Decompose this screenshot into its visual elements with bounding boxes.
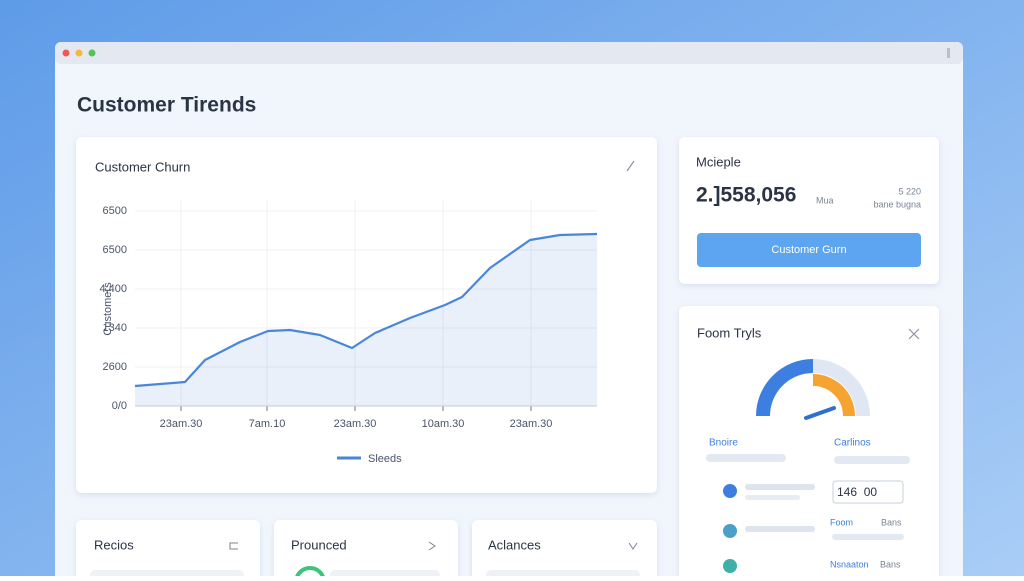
- scroll-handle: [947, 48, 950, 58]
- bottom-card: [76, 520, 260, 581]
- card-icon[interactable]: [428, 541, 436, 551]
- chart-card: [76, 137, 657, 493]
- x-tick-label: 10am.30: [422, 418, 465, 430]
- summary-title: Mcieple: [696, 154, 741, 169]
- bottom-card: [472, 520, 657, 581]
- y-tick-label: 4,400: [99, 283, 127, 295]
- row-label: Bans: [881, 517, 902, 527]
- bottom-card-title: Prounced: [291, 537, 347, 552]
- avatar: [723, 524, 737, 538]
- gauge-arc: [812, 374, 855, 417]
- legend-label: Sleeds: [368, 453, 402, 465]
- card-icon[interactable]: [628, 542, 638, 550]
- button-label[interactable]: Customer Gurn: [771, 244, 846, 256]
- text-input[interactable]: [832, 480, 904, 504]
- placeholder: [745, 484, 815, 490]
- page-title: Customer Tirends: [77, 94, 256, 117]
- placeholder: [90, 570, 244, 580]
- y-tick-label: 6500: [103, 205, 127, 217]
- bottom-card-title: Recios: [94, 537, 134, 552]
- placeholder: [745, 495, 800, 500]
- y-tick-label: 0/0: [112, 400, 127, 412]
- panel-label: Carlinos: [834, 438, 871, 449]
- title-bar: [55, 42, 963, 64]
- minimize-dot[interactable]: [75, 49, 83, 57]
- bottom-card-title: Aclances: [488, 537, 541, 552]
- y-tick-label: 2600: [103, 361, 127, 373]
- row-label: Nsnaaton: [830, 559, 869, 569]
- edit-icon[interactable]: [626, 160, 635, 172]
- close-dot[interactable]: [62, 49, 70, 57]
- card-title: Customer Churn: [95, 159, 190, 174]
- summary-value: 2.]558,056: [696, 184, 796, 207]
- panel-title: Foom Tryls: [697, 325, 762, 340]
- y-tick-label: 1340: [103, 322, 127, 334]
- placeholder: [834, 456, 910, 464]
- row-label: Bans: [880, 559, 901, 569]
- placeholder: [330, 570, 440, 580]
- y-tick-label: 6500: [103, 244, 127, 256]
- chart: 0/0 2600 1340 4,400 6500 6500 23am.30 7am.10 23a…: [99, 201, 598, 465]
- progress-ring: [294, 566, 326, 581]
- row-label: Foom: [830, 517, 853, 527]
- x-tick-label: 23am.30: [510, 418, 553, 430]
- gauge-arc: [756, 359, 814, 417]
- gauge-track: [812, 359, 870, 417]
- line: [134, 232, 598, 388]
- placeholder: [486, 570, 640, 580]
- maximize-dot[interactable]: [88, 49, 96, 57]
- y-axis-label: Customers: [102, 282, 114, 336]
- panel-card: [679, 306, 939, 581]
- panel-label: Bnoire: [709, 438, 738, 449]
- primary-button[interactable]: [697, 233, 921, 267]
- card-icon[interactable]: [229, 542, 238, 550]
- summary-note: bane bugna: [873, 199, 921, 209]
- avatar: [723, 559, 737, 573]
- x-tick-label: 7am.10: [249, 418, 286, 430]
- x-tick-label: 23am.30: [160, 418, 203, 430]
- summary-note: 5 220: [898, 186, 921, 196]
- placeholder: [706, 454, 786, 462]
- close-icon[interactable]: [908, 328, 920, 340]
- x-tick-label: 23am.30: [334, 418, 377, 430]
- input-value[interactable]: 146 00: [837, 485, 877, 499]
- summary-unit: Mua: [816, 195, 834, 205]
- bottom-card: [274, 520, 458, 581]
- placeholder: [832, 534, 904, 540]
- avatar: [723, 484, 737, 498]
- placeholder: [745, 526, 815, 532]
- gauge-needle: [804, 406, 836, 420]
